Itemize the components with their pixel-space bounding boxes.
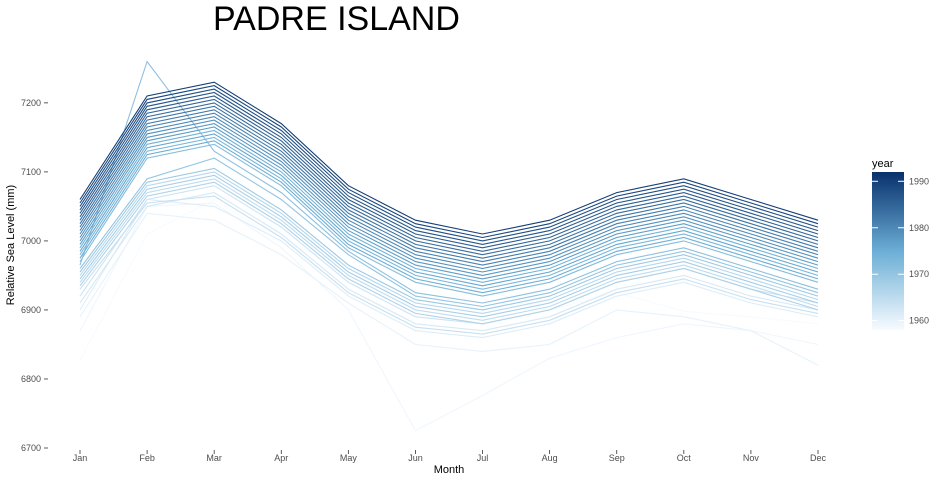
legend-tick-label: 1970 — [909, 269, 929, 279]
x-tick-label: Mar — [206, 453, 222, 463]
x-tick-label: Jul — [477, 453, 489, 463]
series-line-1980 — [79, 116, 819, 270]
series-line-1986 — [79, 95, 819, 249]
legend-title: year — [872, 158, 894, 170]
y-axis: 6700 6800 6900 7000 7100 7200 — [21, 98, 48, 453]
y-tick-label: 6800 — [21, 374, 41, 384]
y-axis-label: Relative Sea Level (mm) — [5, 185, 17, 305]
series-line-1967 — [79, 181, 819, 325]
series-line-1990 — [79, 81, 819, 235]
series-line-1987 — [79, 91, 819, 245]
series-line-1976 — [79, 133, 819, 287]
x-tick-label: May — [340, 453, 358, 463]
series-line-1962 — [79, 192, 819, 332]
legend-tick-label: 1990 — [909, 176, 929, 186]
series-line-1981 — [79, 112, 819, 266]
y-tick-label: 7200 — [21, 98, 41, 108]
series-line-1959 — [79, 202, 819, 432]
x-tick-label: Aug — [542, 453, 558, 463]
series-line-1969 — [79, 167, 819, 311]
legend-tick-label: 1980 — [909, 223, 929, 233]
y-tick-label: 6900 — [21, 305, 41, 315]
x-tick-label: Nov — [743, 453, 760, 463]
series-line-1989 — [79, 85, 819, 239]
series-line-1961 — [79, 198, 819, 339]
series-line-1970 — [79, 157, 819, 308]
series-line-1964 — [79, 195, 819, 335]
x-axis-label: Month — [434, 464, 465, 476]
legend-colorbar — [872, 172, 904, 330]
series-line-1968 — [79, 174, 819, 318]
series-line-1982 — [79, 109, 819, 263]
series-line-1978 — [79, 123, 819, 276]
x-tick-label: Jun — [408, 453, 423, 463]
x-axis: Jan Feb Mar Apr May Jun Jul Aug Sep Oct Nov Dec — [73, 450, 827, 463]
legend: year 1960 1970 1980 1990 — [872, 158, 929, 330]
series-line-1975 — [79, 140, 819, 294]
y-tick-label: 7100 — [21, 167, 41, 177]
x-tick-label: Feb — [139, 453, 155, 463]
series-line-1979 — [79, 119, 819, 273]
chart-title: PADRE ISLAND — [213, 0, 460, 38]
series-line-1985 — [79, 98, 819, 252]
legend-ticks: 1960 1970 1980 1990 — [872, 176, 929, 326]
series-line-1974 — [79, 129, 819, 283]
series-line-1960 — [79, 212, 819, 366]
y-tick-label: 6700 — [21, 443, 41, 453]
series-line-1984 — [79, 102, 819, 256]
series-line-1972 — [79, 143, 819, 297]
y-tick-label: 7000 — [21, 236, 41, 246]
series-line-1966 — [79, 171, 819, 314]
series-line-1983 — [79, 105, 819, 259]
series-line-1977 — [79, 126, 819, 280]
series-line-1965 — [79, 178, 819, 321]
series-line-1973 — [79, 136, 819, 290]
x-tick-label: Jan — [73, 453, 88, 463]
x-tick-label: Dec — [810, 453, 827, 463]
series-line-1988 — [79, 88, 819, 242]
legend-tick-label: 1960 — [909, 316, 929, 326]
x-tick-label: Apr — [274, 453, 288, 463]
x-tick-label: Sep — [609, 453, 625, 463]
x-tick-label: Oct — [677, 453, 692, 463]
plot-lines — [79, 60, 819, 432]
